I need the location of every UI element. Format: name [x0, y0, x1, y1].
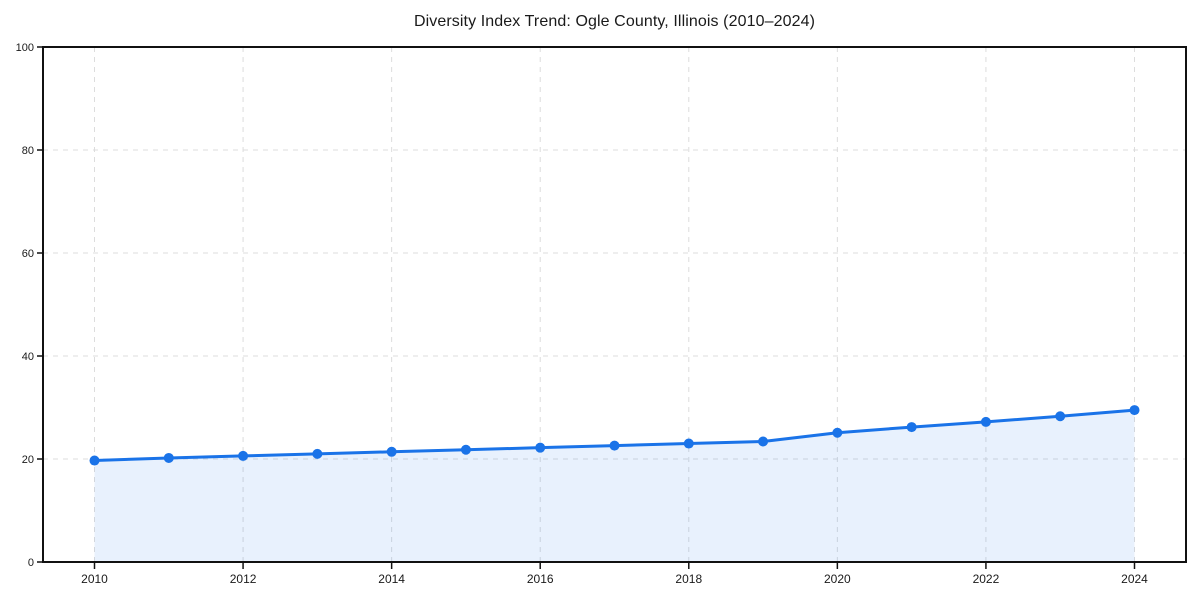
x-axis-tick-label: 2010	[81, 572, 108, 586]
y-axis-tick-label: 100	[16, 42, 34, 54]
x-axis-tick-label: 2018	[675, 572, 702, 586]
x-axis-tick-label: 2012	[230, 572, 257, 586]
data-point-marker	[312, 448, 323, 459]
data-point-marker	[609, 440, 620, 451]
data-point-marker	[163, 452, 174, 463]
data-point-marker	[535, 442, 546, 453]
data-point-marker	[980, 416, 991, 427]
x-axis-tick-label: 2020	[824, 572, 851, 586]
data-point-marker	[386, 446, 397, 457]
data-point-marker	[758, 436, 769, 447]
x-axis-tick-label: 2016	[527, 572, 554, 586]
y-axis-tick-label: 60	[22, 248, 34, 260]
y-axis-tick-label: 80	[22, 145, 34, 157]
data-point-marker	[89, 455, 100, 466]
data-point-marker	[1129, 405, 1140, 416]
data-point-marker	[238, 450, 249, 461]
area-fill	[94, 410, 1135, 562]
data-point-marker	[683, 438, 694, 449]
x-axis-tick-label: 2024	[1121, 572, 1148, 586]
x-axis-tick-label: 2022	[973, 572, 1000, 586]
y-axis-tick-label: 20	[22, 454, 34, 466]
data-point-marker	[832, 427, 843, 438]
chart-title: Diversity Index Trend: Ogle County, Illi…	[413, 13, 816, 30]
data-point-marker	[906, 422, 917, 433]
data-point-marker	[460, 444, 471, 455]
x-axis-tick-label: 2014	[378, 572, 405, 586]
plot-border	[42, 46, 1187, 563]
y-axis-tick-label: 0	[28, 557, 34, 569]
data-point-marker	[1055, 411, 1066, 422]
y-axis-tick-label: 40	[22, 351, 34, 363]
